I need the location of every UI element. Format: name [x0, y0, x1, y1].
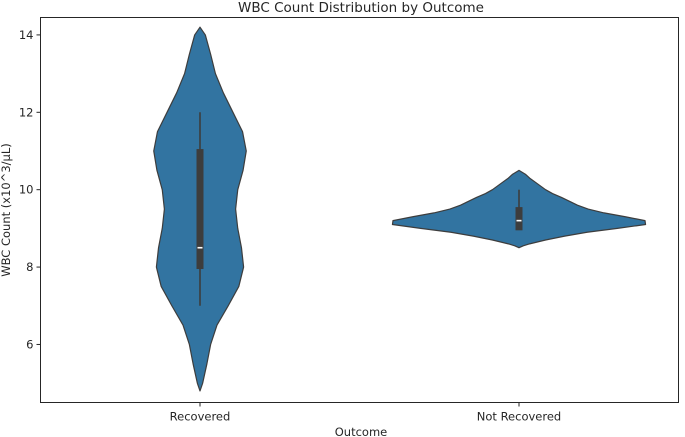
inner-boxes-group — [196, 112, 523, 306]
y-tick-label: 10 — [19, 183, 34, 197]
iqr-box-recovered — [196, 149, 204, 270]
x-tick-label: Not Recovered — [477, 410, 561, 424]
x-axis-label: Outcome — [335, 425, 388, 437]
y-tick-label: 12 — [19, 105, 34, 119]
y-axis: 6 8 10 12 14 — [19, 28, 41, 351]
iqr-box-not-recovered — [515, 207, 523, 231]
x-axis: Recovered Not Recovered — [170, 402, 561, 424]
y-axis-label: WBC Count (x10^3/µL) — [0, 143, 13, 277]
x-tick-label: Recovered — [170, 410, 231, 424]
y-tick-label: 8 — [26, 260, 33, 274]
plot-frame — [40, 17, 679, 403]
y-tick-label: 14 — [19, 28, 34, 42]
plot-area — [40, 17, 679, 403]
y-tick-label: 6 — [26, 337, 33, 351]
chart-title: WBC Count Distribution by Outcome — [238, 0, 484, 16]
violins-group — [153, 26, 647, 392]
